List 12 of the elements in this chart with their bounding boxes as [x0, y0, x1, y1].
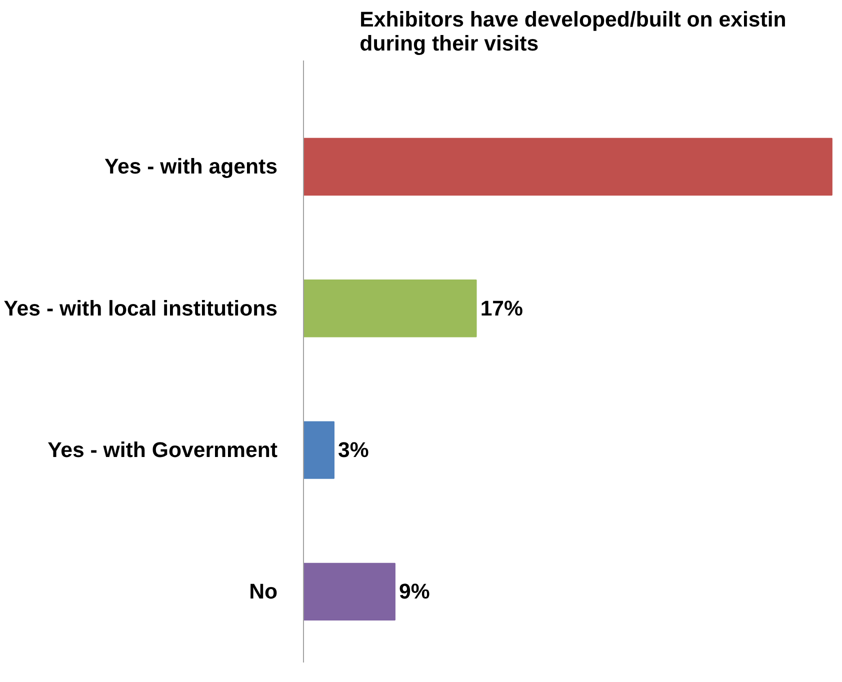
y-tick-label: Yes - with agents — [104, 154, 278, 179]
data-label: 9% — [399, 580, 430, 604]
chart-title: Exhibitors have developed/built on existin during their visits — [360, 8, 786, 56]
data-label: 3% — [338, 438, 369, 462]
data-label: 17% — [480, 296, 524, 320]
bar — [304, 280, 477, 338]
y-tick-label: Yes - with local institutions — [4, 296, 278, 320]
y-tick-label: Yes - with Government — [48, 438, 278, 462]
bar — [304, 421, 334, 479]
bar — [304, 562, 396, 621]
y-tick-label: No — [249, 580, 278, 604]
bar — [304, 138, 832, 196]
